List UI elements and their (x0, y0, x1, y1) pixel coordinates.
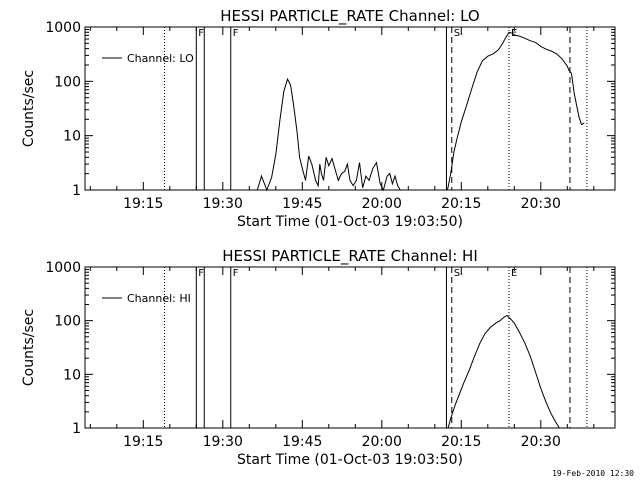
panel-2-marker-label: F (233, 268, 239, 279)
panel-1-chart-title: HESSI PARTICLE_RATE Channel: LO (220, 7, 479, 26)
panel-2-plot-frame (84, 266, 616, 429)
panel-2-x-axis-label: Start Time (01-Oct-03 19:03:50) (237, 452, 463, 468)
panel-2-x-tick-label: 20:15 (441, 434, 481, 450)
panel-1-x-tick-label: 19:30 (203, 196, 243, 212)
panel-1-marker-label: E (511, 28, 517, 39)
panel-2-y-tick-label: 1000 (45, 260, 81, 276)
panel-2-series-line (447, 314, 560, 429)
panel-2-marker-label: S (454, 268, 460, 279)
panel-2-chart-title: HESSI PARTICLE_RATE Channel: HI (222, 247, 478, 266)
panel-2-y-tick-label: 100 (54, 314, 81, 330)
panel-2-y-tick-label: 10 (63, 367, 81, 383)
panel-1-y-tick-label: 10 (63, 129, 81, 145)
panel-1-y-tick-label: 1000 (45, 20, 81, 36)
panel-1-y-tick-label: 100 (54, 74, 81, 90)
panel-1-x-tick-label: 20:00 (362, 196, 402, 212)
panel-1-marker-label: F (198, 28, 204, 39)
panel-1-plot-frame (84, 26, 616, 191)
timestamp: 19-Feb-2010 12:30 (552, 469, 634, 478)
panel-2-x-tick-label: 19:15 (123, 434, 163, 450)
panel-2-legend-label: Channel: HI (127, 292, 191, 305)
panel-2-x-tick-label: 19:45 (282, 434, 322, 450)
panel-2-marker-label: F (198, 268, 204, 279)
panel-1-x-tick-label: 20:30 (521, 196, 561, 212)
panel-2-x-tick-label: 19:30 (203, 434, 243, 450)
panel-1-y-tick-label: 1 (72, 183, 81, 199)
panel-1-series-line (256, 31, 585, 192)
panel-2-x-tick-label: 20:00 (362, 434, 402, 450)
panel-2-y-axis-label: Counts/sec (21, 309, 37, 386)
panel-1-marker-label: F (233, 28, 239, 39)
panel-1-x-axis-label: Start Time (01-Oct-03 19:03:50) (237, 214, 463, 230)
panel-2-marker-label: E (511, 268, 517, 279)
panel-1-x-tick-label: 19:45 (282, 196, 322, 212)
panel-1-x-tick-label: 19:15 (123, 196, 163, 212)
panel-2-y-tick-label: 1 (72, 421, 81, 437)
panel-1-x-tick-label: 20:15 (441, 196, 481, 212)
panel-1-marker-label: S (454, 28, 460, 39)
panel-1-legend-label: Channel: LO (127, 52, 194, 65)
panel-2-x-tick-label: 20:30 (521, 434, 561, 450)
panel-1-y-axis-label: Counts/sec (21, 70, 37, 147)
